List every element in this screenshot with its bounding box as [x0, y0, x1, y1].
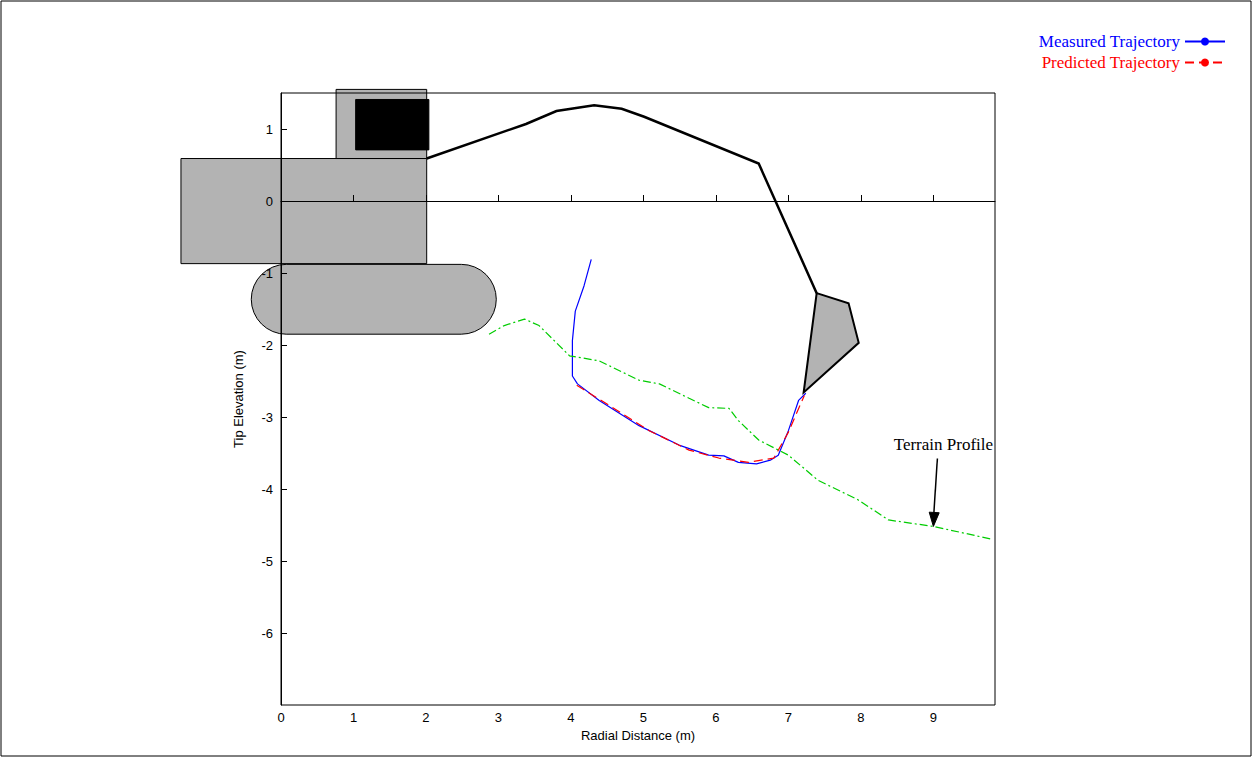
svg-text:Measured Trajectory: Measured Trajectory — [1039, 32, 1181, 51]
svg-text:-4: -4 — [261, 482, 273, 497]
svg-text:5: 5 — [640, 710, 647, 725]
svg-text:1: 1 — [266, 122, 273, 137]
svg-text:Terrain Profile: Terrain Profile — [894, 435, 993, 454]
svg-text:4: 4 — [567, 710, 574, 725]
svg-text:3: 3 — [495, 710, 502, 725]
svg-text:-5: -5 — [261, 554, 273, 569]
svg-text:9: 9 — [930, 710, 937, 725]
svg-text:6: 6 — [712, 710, 719, 725]
svg-text:7: 7 — [785, 710, 792, 725]
svg-text:-1: -1 — [261, 266, 273, 281]
svg-text:-2: -2 — [261, 338, 273, 353]
svg-text:0: 0 — [277, 710, 284, 725]
svg-text:Tip Elevation (m): Tip Elevation (m) — [231, 350, 246, 448]
svg-text:8: 8 — [857, 710, 864, 725]
svg-text:2: 2 — [422, 710, 429, 725]
svg-text:-3: -3 — [261, 410, 273, 425]
svg-text:Radial Distance (m): Radial Distance (m) — [581, 728, 695, 743]
svg-text:-6: -6 — [261, 626, 273, 641]
svg-text:0: 0 — [266, 194, 273, 209]
svg-text:1: 1 — [350, 710, 357, 725]
svg-text:Predicted Trajectory: Predicted Trajectory — [1042, 53, 1181, 72]
